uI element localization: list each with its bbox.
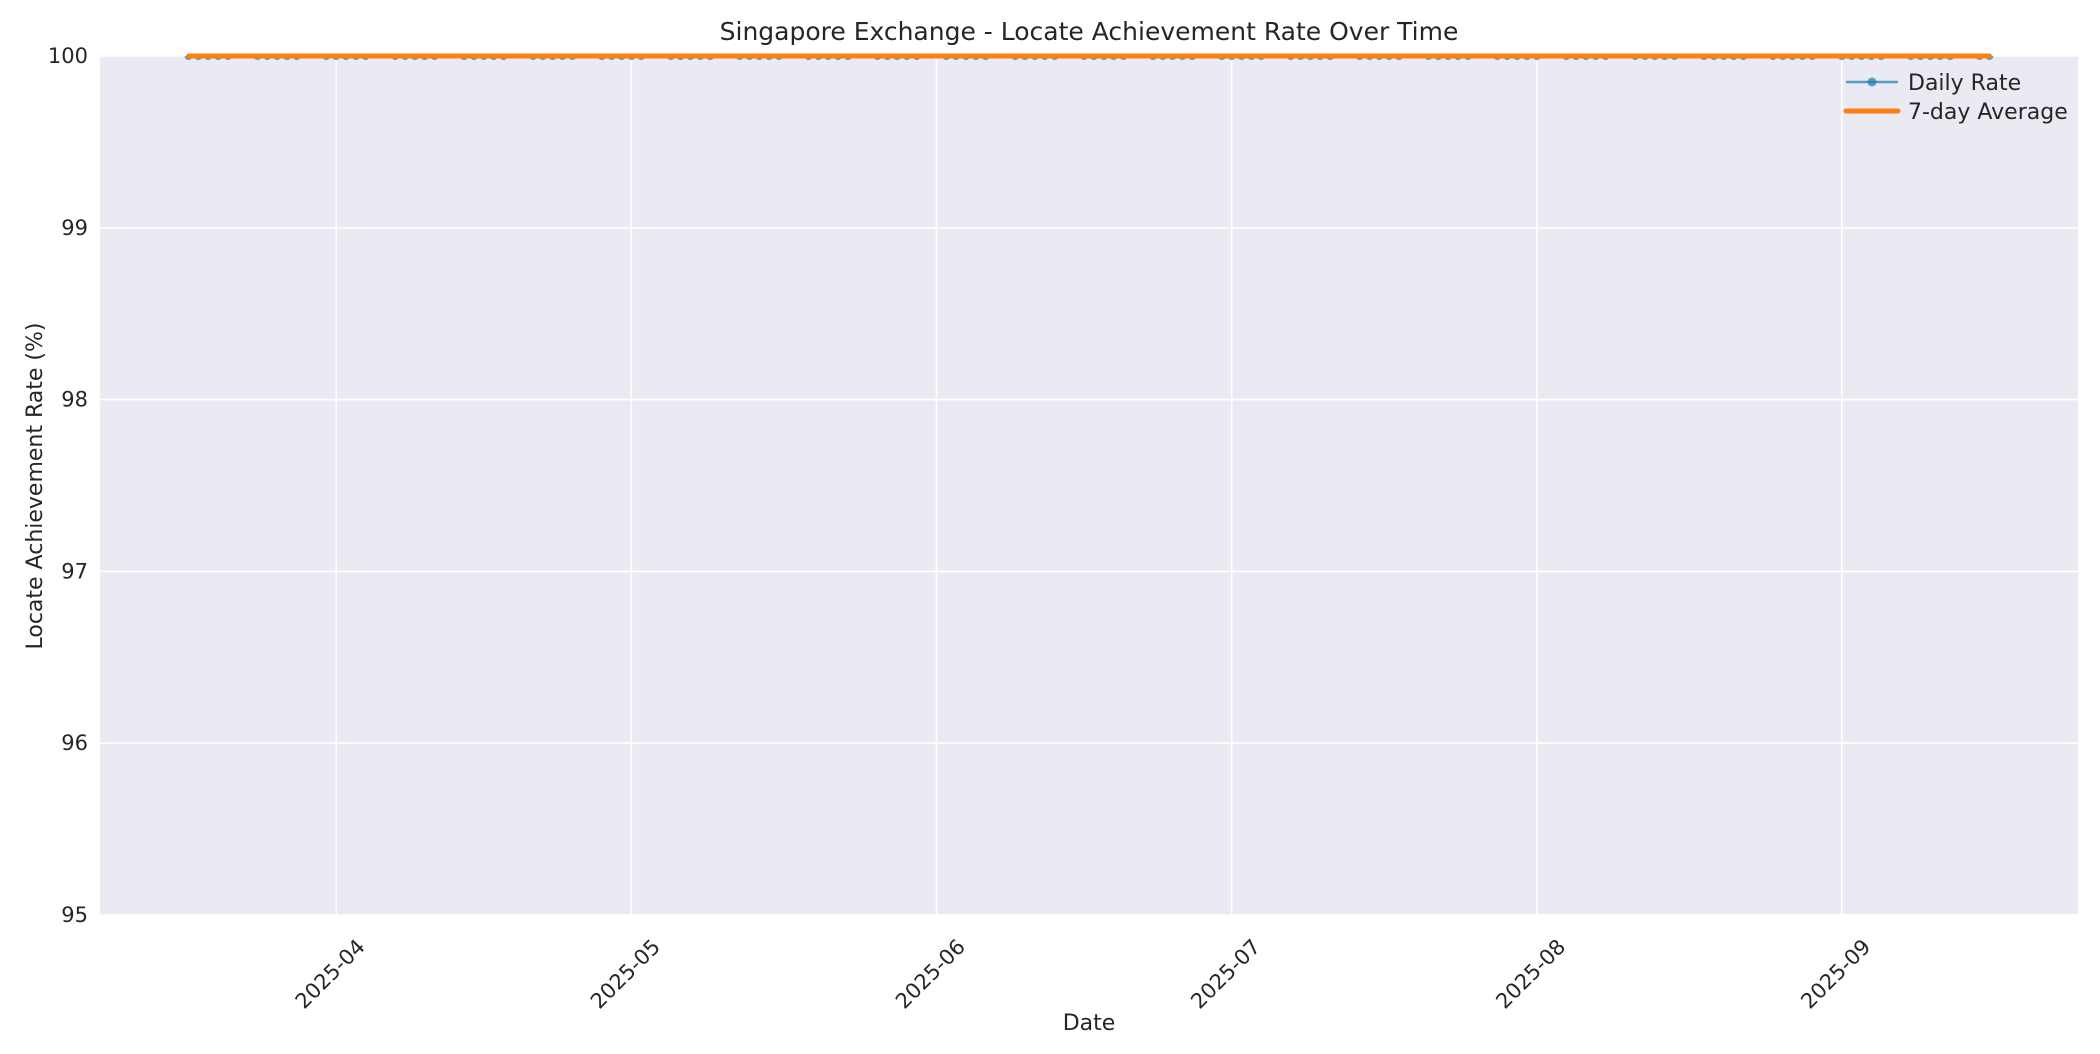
legend-label-daily-rate: Daily Rate bbox=[1908, 71, 2021, 96]
y-tick-label: 100 bbox=[48, 44, 88, 68]
legend-entry-daily-rate: Daily Rate bbox=[1846, 71, 2021, 96]
y-tick-label: 95 bbox=[61, 903, 88, 927]
x-tick-label: 2025-08 bbox=[1491, 935, 1570, 1014]
legend: Daily Rate 7-day Average bbox=[1843, 71, 2068, 125]
daily-rate-legend-marker bbox=[1867, 77, 1877, 87]
legend-entry-7-day-average: 7-day Average bbox=[1843, 100, 2068, 125]
y-tick-label: 97 bbox=[61, 559, 88, 583]
x-tick-label: 2025-06 bbox=[891, 935, 970, 1014]
x-tick-label: 2025-07 bbox=[1186, 935, 1265, 1014]
legend-label-7-day-average: 7-day Average bbox=[1908, 100, 2068, 125]
y-axis-label: Locate Achievement Rate (%) bbox=[23, 322, 48, 649]
y-tick-labels: 95 96 97 98 99 100 bbox=[48, 44, 88, 927]
y-tick-label: 96 bbox=[61, 731, 88, 755]
plot-area bbox=[100, 56, 2078, 915]
x-tick-label: 2025-04 bbox=[291, 935, 370, 1014]
x-tick-label: 2025-05 bbox=[586, 935, 665, 1014]
x-axis-label: Date bbox=[1063, 1011, 1116, 1036]
x-tick-labels: 2025-04 2025-05 2025-06 2025-07 2025-08 2025-… bbox=[291, 935, 1876, 1014]
x-tick-label: 2025-09 bbox=[1796, 935, 1875, 1014]
chart-title: Singapore Exchange - Locate Achievement … bbox=[720, 17, 1459, 46]
y-tick-label: 99 bbox=[61, 216, 88, 240]
y-tick-label: 98 bbox=[61, 388, 88, 412]
